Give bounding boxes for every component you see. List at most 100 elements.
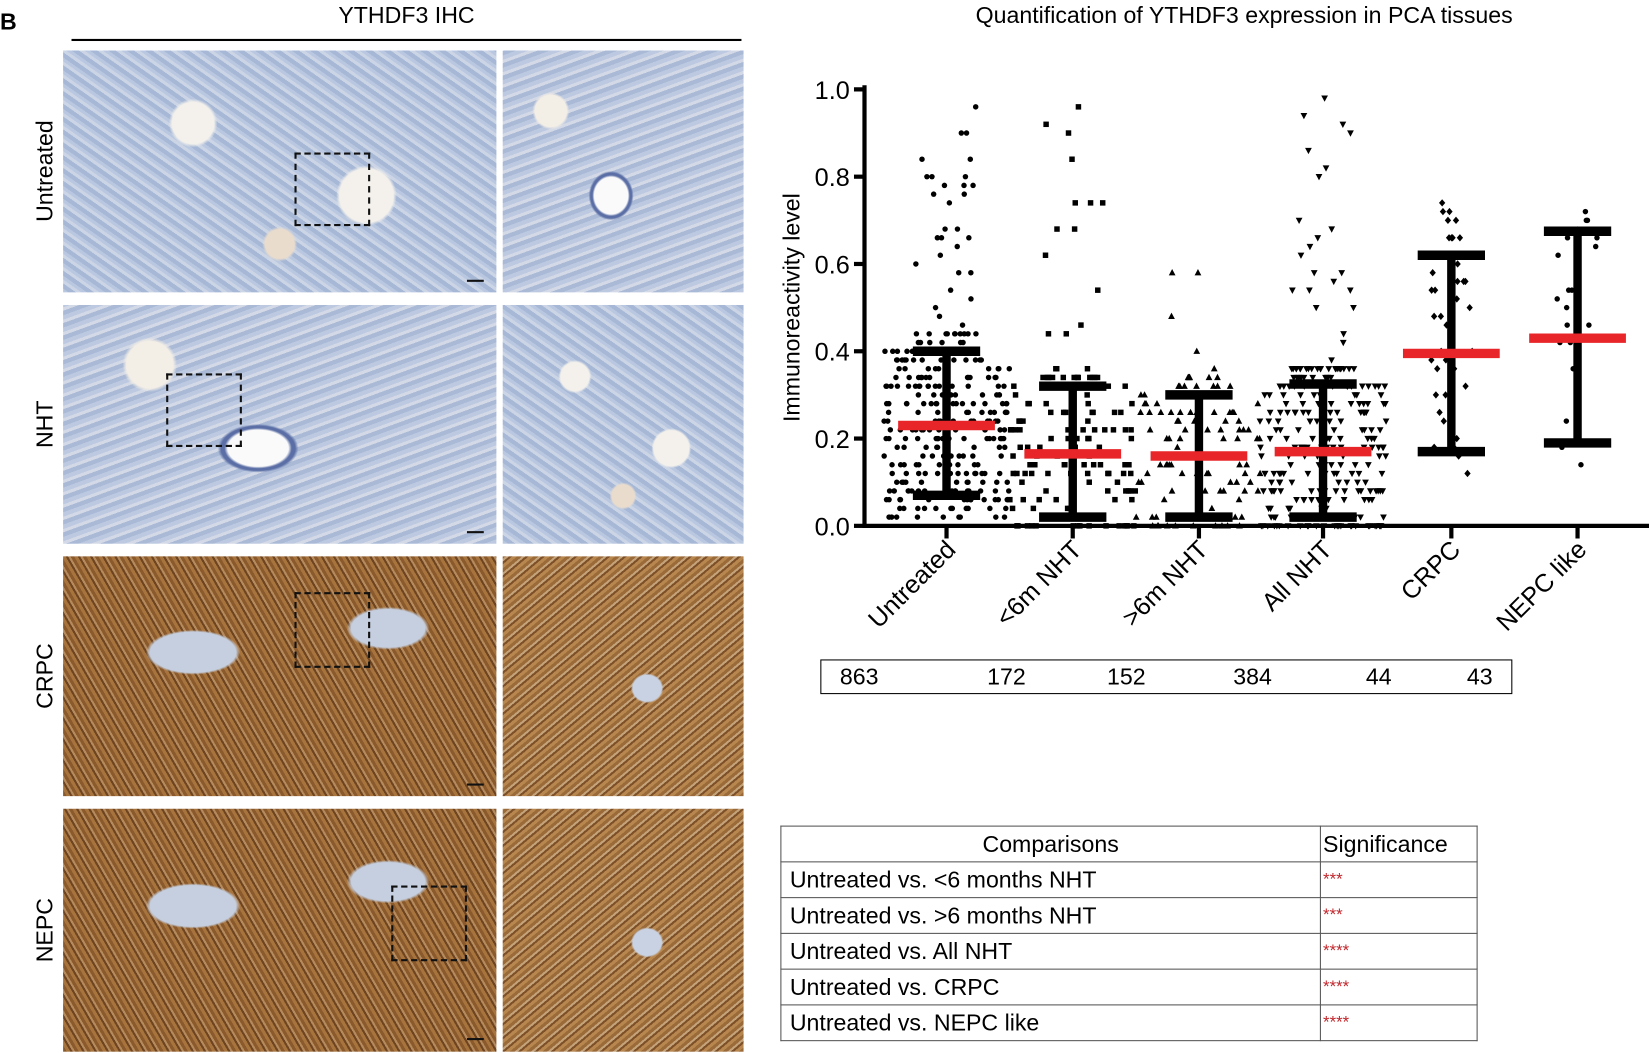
row-label-crpc: CRPC (31, 643, 58, 710)
data-point (1089, 409, 1095, 416)
data-point (1123, 488, 1129, 494)
data-point (1368, 444, 1376, 451)
data-point (899, 357, 905, 363)
data-point (1308, 497, 1315, 504)
data-point (914, 435, 921, 442)
data-point (1276, 383, 1284, 390)
data-point (1022, 470, 1028, 477)
data-point (1012, 427, 1019, 433)
data-point (1217, 426, 1225, 433)
scale-bar (466, 1038, 484, 1041)
data-point (1105, 383, 1112, 389)
data-point (1214, 382, 1221, 389)
data-point (996, 365, 1002, 372)
data-point (959, 400, 966, 407)
table-header-row: Comparisons Significance (780, 825, 1478, 863)
data-point (1072, 200, 1078, 206)
data-point (1439, 207, 1447, 216)
data-point (1365, 383, 1372, 390)
data-point (992, 488, 999, 494)
data-point (956, 514, 962, 520)
data-point (966, 235, 972, 241)
data-point (1234, 434, 1241, 442)
data-point (972, 470, 979, 477)
data-point (1004, 409, 1010, 416)
data-point (1339, 121, 1347, 128)
data-point (1210, 365, 1218, 372)
data-point (947, 287, 954, 293)
data-point (1258, 453, 1265, 460)
data-point (1310, 392, 1318, 399)
data-point (1157, 408, 1165, 416)
data-point (1564, 235, 1571, 241)
data-point (1275, 523, 1283, 530)
data-point (1373, 523, 1381, 530)
data-point (901, 444, 907, 451)
data-point (1266, 409, 1274, 417)
data-point (1017, 427, 1023, 433)
data-point (1220, 487, 1228, 494)
data-point (918, 479, 925, 485)
data-point (1350, 304, 1357, 312)
data-point (1086, 435, 1092, 442)
data-point (1128, 470, 1134, 477)
data-point (925, 365, 932, 372)
data-point (1326, 409, 1334, 417)
data-point (1181, 382, 1188, 389)
data-point (997, 435, 1004, 442)
data-point (1120, 470, 1127, 477)
data-point (1288, 479, 1296, 486)
data-point (1452, 216, 1460, 225)
data-point (1045, 331, 1052, 337)
data-point (915, 505, 921, 512)
data-point (1132, 513, 1140, 520)
data-point (948, 505, 954, 512)
data-point (951, 357, 957, 363)
data-point (1578, 462, 1584, 468)
data-point (1037, 444, 1043, 451)
data-point (1563, 304, 1570, 311)
data-point (1193, 382, 1200, 389)
data-point (894, 348, 901, 355)
data-point (1276, 479, 1284, 486)
x-tick-label: CRPC (1396, 536, 1466, 606)
zoom-region-box (294, 592, 371, 668)
data-point (1272, 427, 1280, 434)
data-point (1306, 287, 1313, 294)
data-point (957, 331, 963, 337)
data-point (955, 269, 962, 276)
data-point (1025, 400, 1031, 407)
data-point (1167, 408, 1175, 416)
data-point (889, 470, 895, 477)
data-point (1460, 277, 1467, 286)
data-point (1292, 409, 1299, 417)
data-point (887, 427, 894, 433)
data-point (915, 470, 922, 477)
data-point (1228, 408, 1236, 416)
data-point (1256, 418, 1264, 425)
data-point (1266, 435, 1274, 443)
data-point (916, 383, 923, 389)
data-point (1293, 497, 1300, 504)
panel-letter: B (0, 8, 17, 35)
data-point (986, 435, 993, 442)
data-point (995, 496, 1002, 503)
data-point (963, 470, 970, 477)
data-point (1254, 399, 1262, 407)
data-point (1380, 514, 1387, 521)
data-point (1337, 366, 1345, 373)
data-point (958, 130, 965, 136)
data-point (1036, 496, 1042, 503)
n-crpc: 44 (1365, 663, 1392, 690)
y-tick-label: 0.4 (815, 339, 850, 367)
data-point (902, 435, 909, 442)
data-point (932, 365, 939, 372)
data-point (990, 435, 997, 442)
data-point (1340, 497, 1348, 504)
data-point (881, 453, 887, 459)
data-point (886, 514, 892, 520)
data-point (954, 226, 961, 232)
data-point (1257, 444, 1264, 451)
data-point (1312, 304, 1320, 312)
data-point (1378, 470, 1386, 478)
